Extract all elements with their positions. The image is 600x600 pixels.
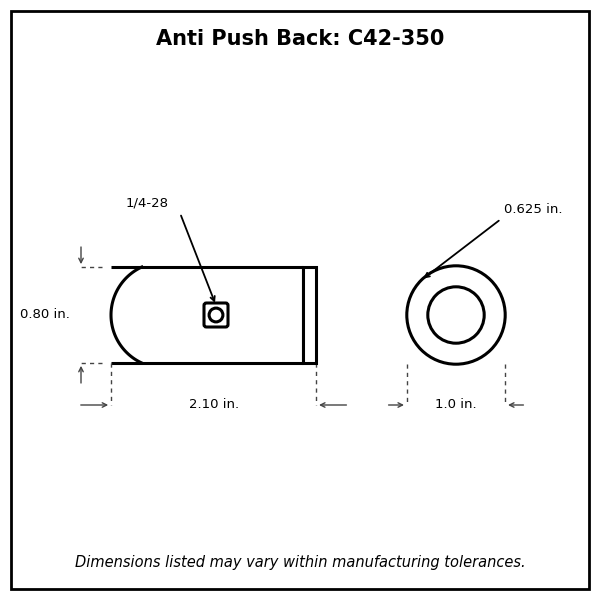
Circle shape [428,287,484,343]
FancyBboxPatch shape [204,303,228,327]
Bar [303,267,316,363]
Text: 1.0 in.: 1.0 in. [435,398,477,412]
Text: 1/4-28: 1/4-28 [125,197,169,210]
Text: 0.80 in.: 0.80 in. [20,308,70,322]
Circle shape [209,308,223,322]
Text: 2.10 in.: 2.10 in. [188,398,239,412]
Text: 0.625 in.: 0.625 in. [504,203,563,216]
Text: Dimensions listed may vary within manufacturing tolerances.: Dimensions listed may vary within manufa… [74,556,526,570]
Circle shape [407,266,505,364]
Text: Anti Push Back: C42-350: Anti Push Back: C42-350 [156,29,444,49]
